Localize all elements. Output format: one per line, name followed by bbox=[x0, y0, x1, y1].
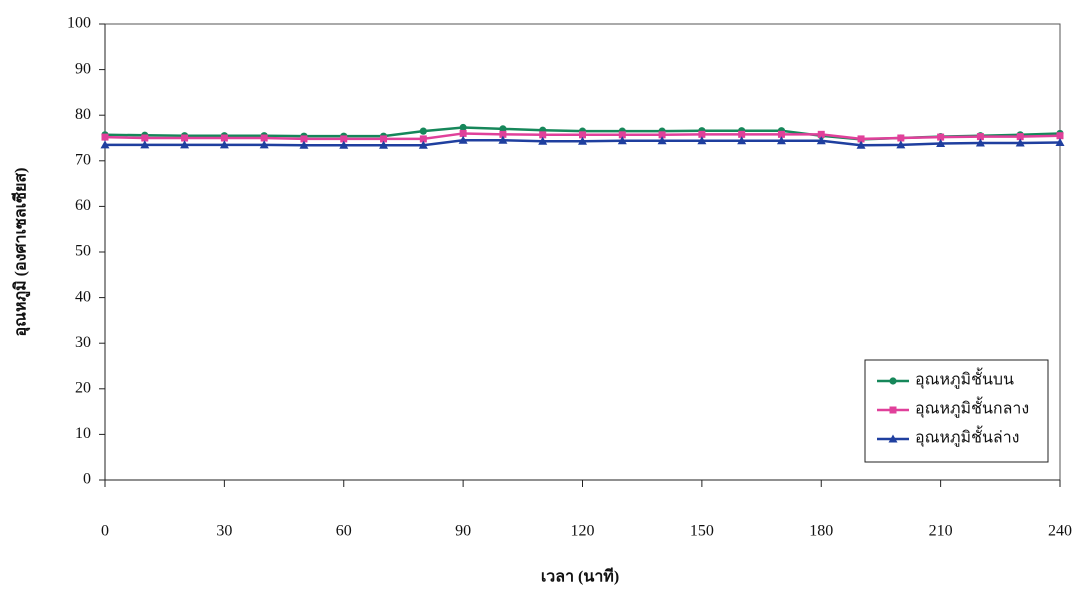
x-tick-label: 60 bbox=[336, 523, 352, 540]
y-tick-label: 70 bbox=[75, 151, 91, 168]
y-tick-label: 20 bbox=[75, 379, 91, 396]
chart: เวลา (นาที) อุณหภูมิ (องศาเซลเซียส) 0 10 2… bbox=[0, 0, 1077, 592]
marker bbox=[420, 128, 427, 135]
x-tick-label: 180 bbox=[809, 523, 833, 540]
y-tick-label: 50 bbox=[75, 243, 91, 260]
x-tick-label: 90 bbox=[455, 523, 471, 540]
y-tick-label: 40 bbox=[75, 288, 91, 305]
y-tick-label: 100 bbox=[67, 15, 91, 32]
x-tick-label: 210 bbox=[929, 523, 953, 540]
legend-label: อุณหภูมิชั้นกลาง bbox=[915, 397, 1029, 419]
legend-marker bbox=[890, 407, 897, 414]
x-tick-label: 120 bbox=[571, 523, 595, 540]
y-tick-label: 60 bbox=[75, 197, 91, 214]
x-tick-label: 0 bbox=[101, 523, 109, 540]
y-tick-label: 0 bbox=[83, 471, 91, 488]
y-tick-label: 30 bbox=[75, 334, 91, 351]
y-tick-label: 90 bbox=[75, 60, 91, 77]
legend-marker bbox=[889, 377, 896, 384]
legend-label: อุณหภูมิชั้นบน bbox=[915, 368, 1014, 390]
y-tick-label: 10 bbox=[75, 425, 91, 442]
x-tick-label: 30 bbox=[216, 523, 232, 540]
x-tick-label: 150 bbox=[690, 523, 714, 540]
y-tick-label: 80 bbox=[75, 106, 91, 123]
x-axis-title: เวลา (นาที) bbox=[541, 567, 619, 586]
x-tick-label: 240 bbox=[1048, 523, 1072, 540]
y-axis-title: อุณหภูมิ (องศาเซลเซียส) bbox=[11, 168, 32, 337]
marker bbox=[102, 134, 109, 141]
legend-label: อุณหภูมิชั้นล่าง bbox=[915, 426, 1020, 448]
